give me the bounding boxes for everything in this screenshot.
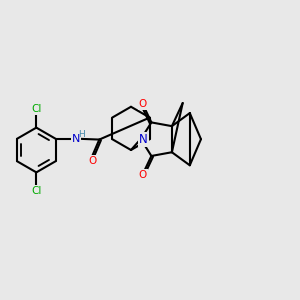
Text: O: O xyxy=(139,169,147,180)
Text: H: H xyxy=(78,130,84,139)
Text: O: O xyxy=(88,156,97,166)
Text: N: N xyxy=(72,134,80,144)
Text: O: O xyxy=(139,99,147,109)
Text: Cl: Cl xyxy=(31,104,41,114)
Text: N: N xyxy=(139,133,148,146)
Text: Cl: Cl xyxy=(31,186,41,196)
